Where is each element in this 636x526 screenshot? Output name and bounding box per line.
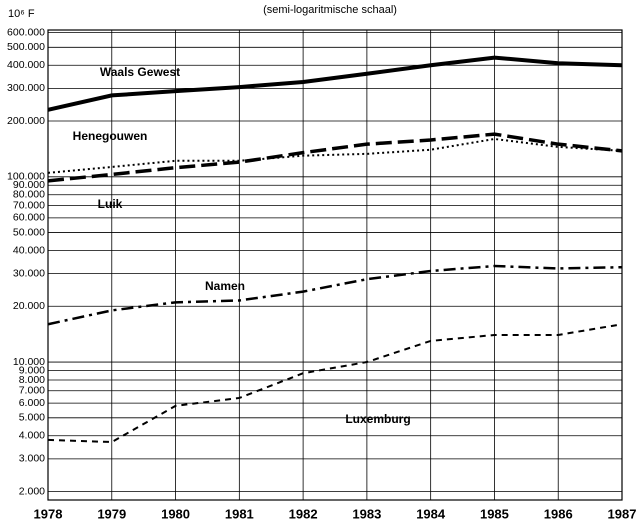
series-label: Luik <box>98 197 123 211</box>
y-tick-label: 5.000 <box>19 412 45 424</box>
series-line <box>47 55 623 112</box>
x-tick-label: 1982 <box>289 506 318 521</box>
x-tick-label: 1980 <box>161 506 190 521</box>
y-tick-label: 2.000 <box>19 485 45 497</box>
x-tick-label: 1979 <box>97 506 126 521</box>
series-line <box>47 323 623 444</box>
x-tick-label: 1983 <box>352 506 381 521</box>
y-tick-label: 40.000 <box>13 244 45 256</box>
y-tick-label: 4.000 <box>19 430 45 442</box>
y-tick-label: 400.000 <box>7 59 45 71</box>
y-tick-label: 70.000 <box>13 199 45 211</box>
y-tick-label: 500.000 <box>7 41 45 53</box>
y-tick-label: 20.000 <box>13 300 45 312</box>
y-tick-label: 10.000 <box>13 356 45 368</box>
x-tick-label: 1978 <box>34 506 63 521</box>
y-tick-label: 30.000 <box>13 267 45 279</box>
y-tick-label: 8.000 <box>19 374 45 386</box>
x-tick-label: 1984 <box>416 506 446 521</box>
x-tick-label: 1985 <box>480 506 509 521</box>
chart-title: (semi-logaritmische schaal) <box>263 4 397 16</box>
y-tick-label: 100.000 <box>7 171 45 183</box>
y-tick-label: 3.000 <box>19 453 45 465</box>
y-tick-label: 7.000 <box>19 385 45 397</box>
y-axis-label: 10⁶ F <box>8 8 35 20</box>
y-tick-label: 200.000 <box>7 115 45 127</box>
series-label: Waals Gewest <box>100 65 180 79</box>
x-tick-label: 1986 <box>544 506 573 521</box>
y-tick-label: 300.000 <box>7 82 45 94</box>
y-tick-label: 60.000 <box>13 212 45 224</box>
series-line <box>47 132 623 183</box>
y-tick-label: 50.000 <box>13 226 45 238</box>
series-line <box>47 137 623 174</box>
x-tick-label: 1987 <box>608 506 636 521</box>
y-tick-label: 600.000 <box>7 26 45 38</box>
y-tick-label: 9.000 <box>19 364 45 376</box>
y-tick-label: 90.000 <box>13 179 45 191</box>
x-tick-label: 1981 <box>225 506 254 521</box>
series-label: Henegouwen <box>73 129 148 143</box>
series-line <box>47 264 623 326</box>
y-tick-label: 6.000 <box>19 397 45 409</box>
series-label: Luxemburg <box>345 412 410 426</box>
series-label: Namen <box>205 279 245 293</box>
y-tick-label: 80.000 <box>13 189 45 201</box>
